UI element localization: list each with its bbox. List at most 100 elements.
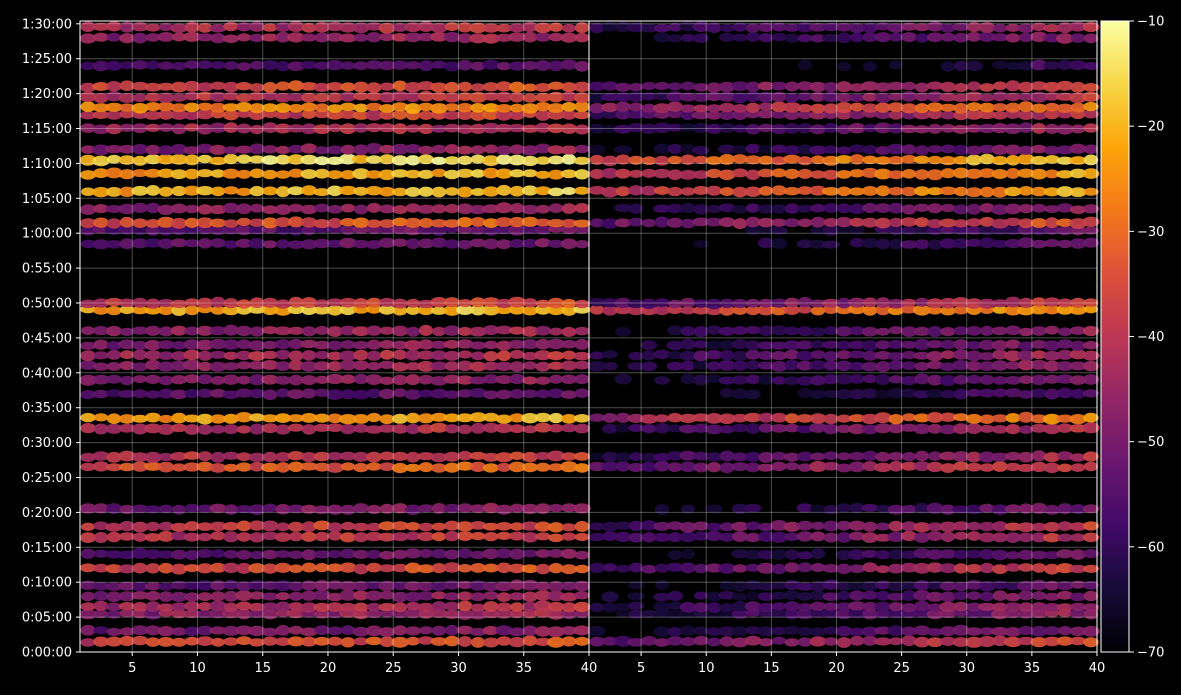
heat-cell	[835, 463, 853, 473]
heat-cell	[483, 218, 499, 228]
heat-cell	[301, 549, 317, 561]
heat-cell	[548, 412, 564, 424]
heat-cell	[354, 204, 368, 215]
heat-cell	[196, 636, 214, 646]
heat-cell	[196, 413, 214, 425]
heat-cell	[732, 580, 748, 592]
heat-cell	[495, 81, 513, 92]
heat-cell	[300, 60, 318, 70]
heat-cell	[875, 340, 891, 350]
heat-cell	[508, 326, 526, 335]
heat-cell	[1017, 341, 1035, 351]
heat-cell	[601, 167, 619, 179]
heat-cell	[627, 462, 645, 473]
heat-cell	[288, 564, 304, 573]
heat-cell	[589, 123, 605, 134]
heat-cell	[718, 360, 736, 371]
heat-cell	[262, 609, 278, 620]
x-tick-label: 15	[763, 661, 780, 676]
heat-cell	[1018, 110, 1034, 120]
heat-cell	[118, 203, 136, 215]
heat-cell	[171, 305, 187, 316]
heat-cell	[861, 326, 879, 337]
heat-cell	[444, 156, 460, 165]
heat-cell	[431, 306, 447, 315]
heat-cell	[314, 93, 330, 103]
heat-cell	[196, 388, 214, 398]
heat-cell	[914, 450, 930, 462]
heat-cell	[80, 145, 96, 154]
heat-cell	[262, 389, 278, 401]
heat-cell	[522, 306, 538, 316]
heat-cell	[978, 636, 996, 647]
heat-cell	[719, 388, 735, 398]
heat-cell	[757, 91, 775, 103]
heat-cell	[119, 80, 135, 91]
heat-cell	[196, 186, 214, 196]
heat-cell	[80, 638, 96, 647]
heat-cell	[418, 324, 434, 336]
heat-cell	[209, 562, 227, 573]
heat-cell	[927, 219, 943, 229]
heat-cell	[1056, 590, 1074, 600]
heat-cell	[534, 225, 552, 235]
heat-cell	[835, 609, 853, 619]
heat-cell	[822, 579, 840, 590]
heat-cell	[861, 340, 879, 351]
heat-cell	[1031, 239, 1047, 249]
heat-cell	[745, 626, 761, 635]
heat-cell	[965, 109, 983, 120]
heat-cell	[680, 81, 696, 91]
heat-cell	[392, 305, 408, 316]
heat-cell	[262, 240, 278, 249]
heat-cell	[1082, 549, 1100, 559]
heat-cell	[326, 602, 344, 612]
heat-cell	[810, 340, 826, 349]
heat-cell	[443, 503, 461, 514]
heat-cell	[288, 144, 304, 154]
heat-cell	[602, 531, 618, 542]
heat-cell	[418, 102, 434, 112]
heat-cell	[822, 564, 840, 573]
heat-cell	[979, 153, 995, 165]
heat-cell	[184, 102, 200, 113]
heat-cell	[952, 22, 970, 32]
heat-cell	[158, 591, 174, 602]
heat-cell	[196, 82, 214, 92]
heat-cell	[223, 324, 239, 336]
heat-cell	[211, 549, 225, 558]
heat-cell	[836, 591, 852, 601]
heat-cell	[1018, 297, 1034, 309]
heat-cell	[797, 637, 813, 647]
heat-cell	[627, 91, 645, 103]
heat-cell	[784, 168, 800, 179]
heat-cell	[495, 361, 513, 371]
heat-cell	[365, 581, 383, 590]
heat-cell	[614, 521, 632, 530]
heat-cell	[132, 218, 148, 228]
heat-cell	[145, 325, 161, 336]
heat-cell	[771, 218, 787, 227]
heat-cell	[561, 305, 577, 316]
heat-cell	[835, 389, 853, 400]
heat-cell	[144, 238, 162, 248]
heat-cell	[548, 581, 564, 592]
heat-cell	[262, 186, 278, 196]
heat-cell	[223, 153, 239, 165]
heat-cell	[862, 609, 878, 620]
heat-cell	[952, 167, 970, 179]
heat-cell	[209, 361, 227, 372]
heat-cell	[379, 110, 395, 120]
heat-cell	[248, 520, 266, 531]
heat-cell	[327, 609, 343, 619]
heat-cell	[157, 423, 175, 435]
heat-cell	[210, 186, 226, 197]
heat-cell	[274, 123, 292, 134]
heat-cell	[1070, 33, 1086, 43]
heat-cell	[797, 110, 813, 120]
heat-cell	[457, 33, 473, 44]
heat-cell	[106, 32, 122, 42]
heat-cell	[809, 375, 827, 386]
heat-cell	[1057, 327, 1073, 337]
heat-cell	[457, 186, 473, 198]
